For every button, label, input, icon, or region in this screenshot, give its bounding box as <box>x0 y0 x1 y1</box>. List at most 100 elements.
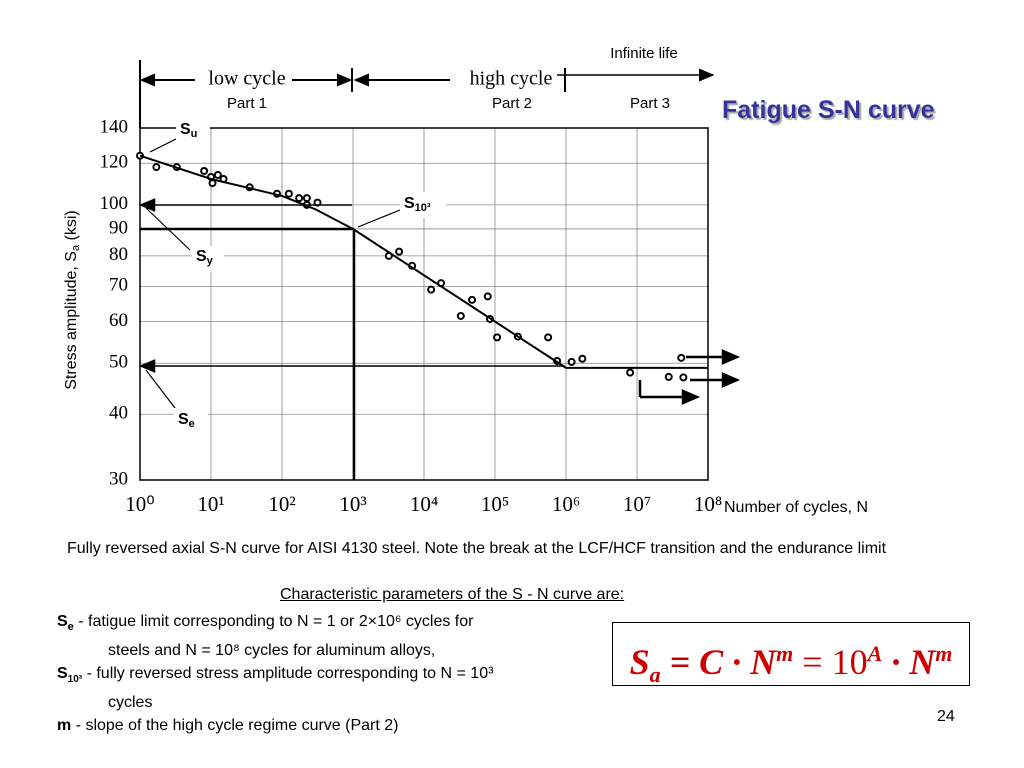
y-label-sub: a <box>70 244 82 251</box>
region-arrows <box>139 60 715 128</box>
y-tick-label: 70 <box>109 275 128 296</box>
annotation: S10³ <box>404 195 431 214</box>
def-cont: cycles <box>108 694 153 712</box>
part-label: Part 1 <box>227 95 267 112</box>
data-point <box>200 166 209 175</box>
x-tick-label: 10² <box>268 492 295 516</box>
annotation-bg <box>192 246 224 272</box>
y-axis-label: Stress amplitude, Sa (ksi) <box>63 210 82 390</box>
ann-sub: u <box>191 128 198 140</box>
fit-curve <box>139 154 708 369</box>
f: = C · N <box>660 642 777 682</box>
annotation-bg <box>176 118 210 144</box>
annotation: Su <box>180 121 197 140</box>
ann-sub: 10³ <box>415 202 431 214</box>
data-point <box>493 333 502 342</box>
y-tick-label: 90 <box>109 217 128 238</box>
def-text: - slope of the high cycle regime curve (… <box>71 717 399 735</box>
annotation: Se <box>178 411 195 430</box>
y-tick-label: 140 <box>100 116 129 137</box>
x-tick-label: 10⁵ <box>481 492 509 516</box>
x-tick-label: 10⁷ <box>623 492 651 516</box>
x-tick-label: 10¹ <box>197 492 224 516</box>
data-point <box>567 357 576 366</box>
def-cont: steels and N = 10⁸ cycles for aluminum a… <box>108 642 436 660</box>
plot-frame <box>139 127 709 481</box>
x-tick-label: 10⁰ <box>125 492 154 516</box>
data-point <box>284 189 293 198</box>
y-tick-label: 30 <box>109 468 128 489</box>
region-label: high cycle <box>470 68 553 90</box>
f: · N <box>882 642 936 682</box>
region-label: low cycle <box>208 68 285 90</box>
f: S <box>629 642 650 682</box>
ann-main: S <box>180 121 191 138</box>
slide-title: Fatigue S-N curve <box>722 96 935 124</box>
data-point <box>679 373 688 382</box>
data-point <box>213 170 222 179</box>
x-axis-label: Number of cycles, N <box>724 499 868 516</box>
data-point <box>456 311 465 320</box>
y-tick-label: 50 <box>109 352 128 373</box>
ann-sub: e <box>189 418 195 430</box>
definition: Se - fatigue limit corresponding to N = … <box>57 610 493 639</box>
data-point <box>578 354 587 363</box>
region-label: Infinite life <box>610 45 678 62</box>
y-label-part: Stress amplitude, S <box>63 251 80 390</box>
y-tick-label: 40 <box>109 403 128 424</box>
ann-main: S <box>178 411 189 428</box>
f: = 10 <box>793 642 868 682</box>
guide-lines <box>138 137 741 480</box>
data-point <box>626 368 635 377</box>
def-text: - fully reversed stress amplitude corres… <box>82 665 494 683</box>
data-point <box>468 295 477 304</box>
data-point <box>302 194 311 203</box>
y-tick-label: 100 <box>100 193 129 214</box>
part-label: Part 3 <box>630 95 670 112</box>
page-number: 24 <box>937 708 955 725</box>
y-tick-label: 60 <box>109 310 128 331</box>
y-tick-label: 80 <box>109 244 128 265</box>
ann-main: S <box>196 248 207 265</box>
data-point <box>544 333 553 342</box>
formula: Sa = C · Nm = 10A · Nm <box>612 622 970 688</box>
data-point <box>664 372 673 381</box>
f: a <box>649 662 661 688</box>
data-point <box>395 247 404 256</box>
def-sub: 10³ <box>67 674 83 686</box>
y-label-part: (ksi) <box>63 210 80 245</box>
params-heading: Characteristic parameters of the S - N c… <box>280 586 625 603</box>
ann-main: S <box>404 195 415 212</box>
annotation: Sy <box>196 248 214 267</box>
y-tick-label: 120 <box>100 152 129 173</box>
data-point <box>483 292 492 301</box>
f: m <box>776 641 794 666</box>
part-label: Part 2 <box>492 95 532 112</box>
def-sub: e <box>67 621 74 634</box>
x-tick-label: 10⁶ <box>552 492 580 516</box>
data-point <box>677 353 686 362</box>
data-point <box>427 285 436 294</box>
data-point <box>208 179 217 188</box>
definition: S10³ - fully reversed stress amplitude c… <box>57 662 493 691</box>
def-symbol: S <box>57 665 68 683</box>
caption: Fully reversed axial S-N curve for AISI … <box>67 540 887 557</box>
f: m <box>935 641 953 666</box>
f: A <box>867 641 883 666</box>
def-text: - fatigue limit corresponding to N = 1 o… <box>73 613 474 630</box>
def-symbol: S <box>57 613 68 630</box>
annotation-bg <box>174 408 208 434</box>
x-tick-label: 10⁸ <box>694 492 722 516</box>
def-symbol: m <box>57 717 72 735</box>
definition: m - slope of the high cycle regime curve… <box>57 714 493 737</box>
data-point <box>295 194 304 203</box>
definitions: Se - fatigue limit corresponding to N = … <box>57 610 493 737</box>
data-point <box>152 163 161 172</box>
x-tick-label: 10³ <box>339 492 366 516</box>
annotation-bg <box>400 192 446 218</box>
plot: 30 40 50 60 70 80 90 100 120 140 10⁰ 10¹ 10² 10³ 10⁴ 10… <box>100 116 723 515</box>
ann-sub: y <box>207 255 214 267</box>
x-tick-label: 10⁴ <box>410 492 438 516</box>
